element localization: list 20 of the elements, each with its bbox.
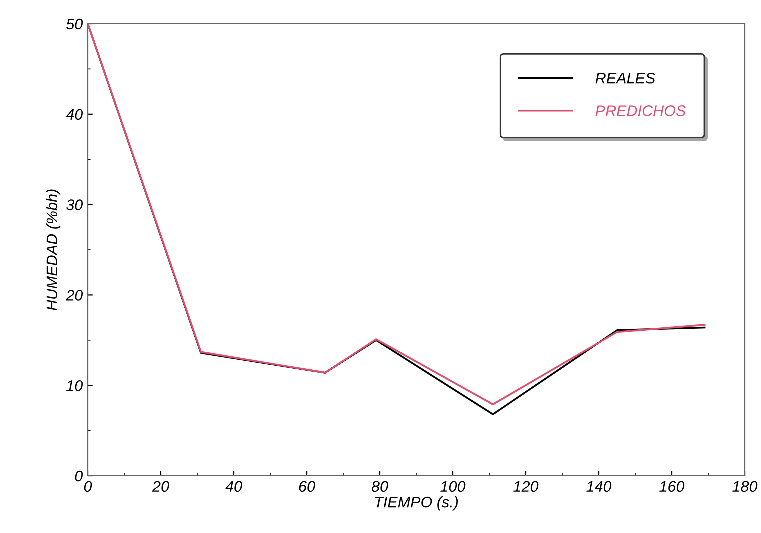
legend-label: PREDICHOS: [596, 106, 686, 116]
y-tick-label: 0: [75, 470, 84, 482]
legend-label: REALES: [596, 72, 656, 84]
x-axis-title: TIEMPO (s.): [375, 496, 458, 511]
x-tick-label: 20: [152, 481, 170, 492]
y-tick-label: 20: [66, 290, 84, 301]
x-tick-label: 40: [226, 481, 242, 492]
y-tick-label: 30: [66, 200, 84, 210]
x-tick-label: 180: [732, 481, 758, 492]
x-tick-label: 80: [372, 481, 388, 492]
y-tick-label: 50: [66, 18, 84, 30]
x-tick-label: 120: [514, 481, 539, 492]
x-tick-label: 0: [84, 481, 92, 492]
x-tick-label: 160: [660, 481, 685, 492]
y-tick-label: 40: [66, 109, 84, 120]
x-tick-label: 60: [299, 481, 316, 492]
y-axis-title: HUMEDAD (%bh): [46, 190, 61, 311]
x-tick-label: 100: [440, 481, 466, 492]
x-tick-label: 140: [586, 481, 612, 492]
y-tick-label: 10: [66, 380, 84, 392]
